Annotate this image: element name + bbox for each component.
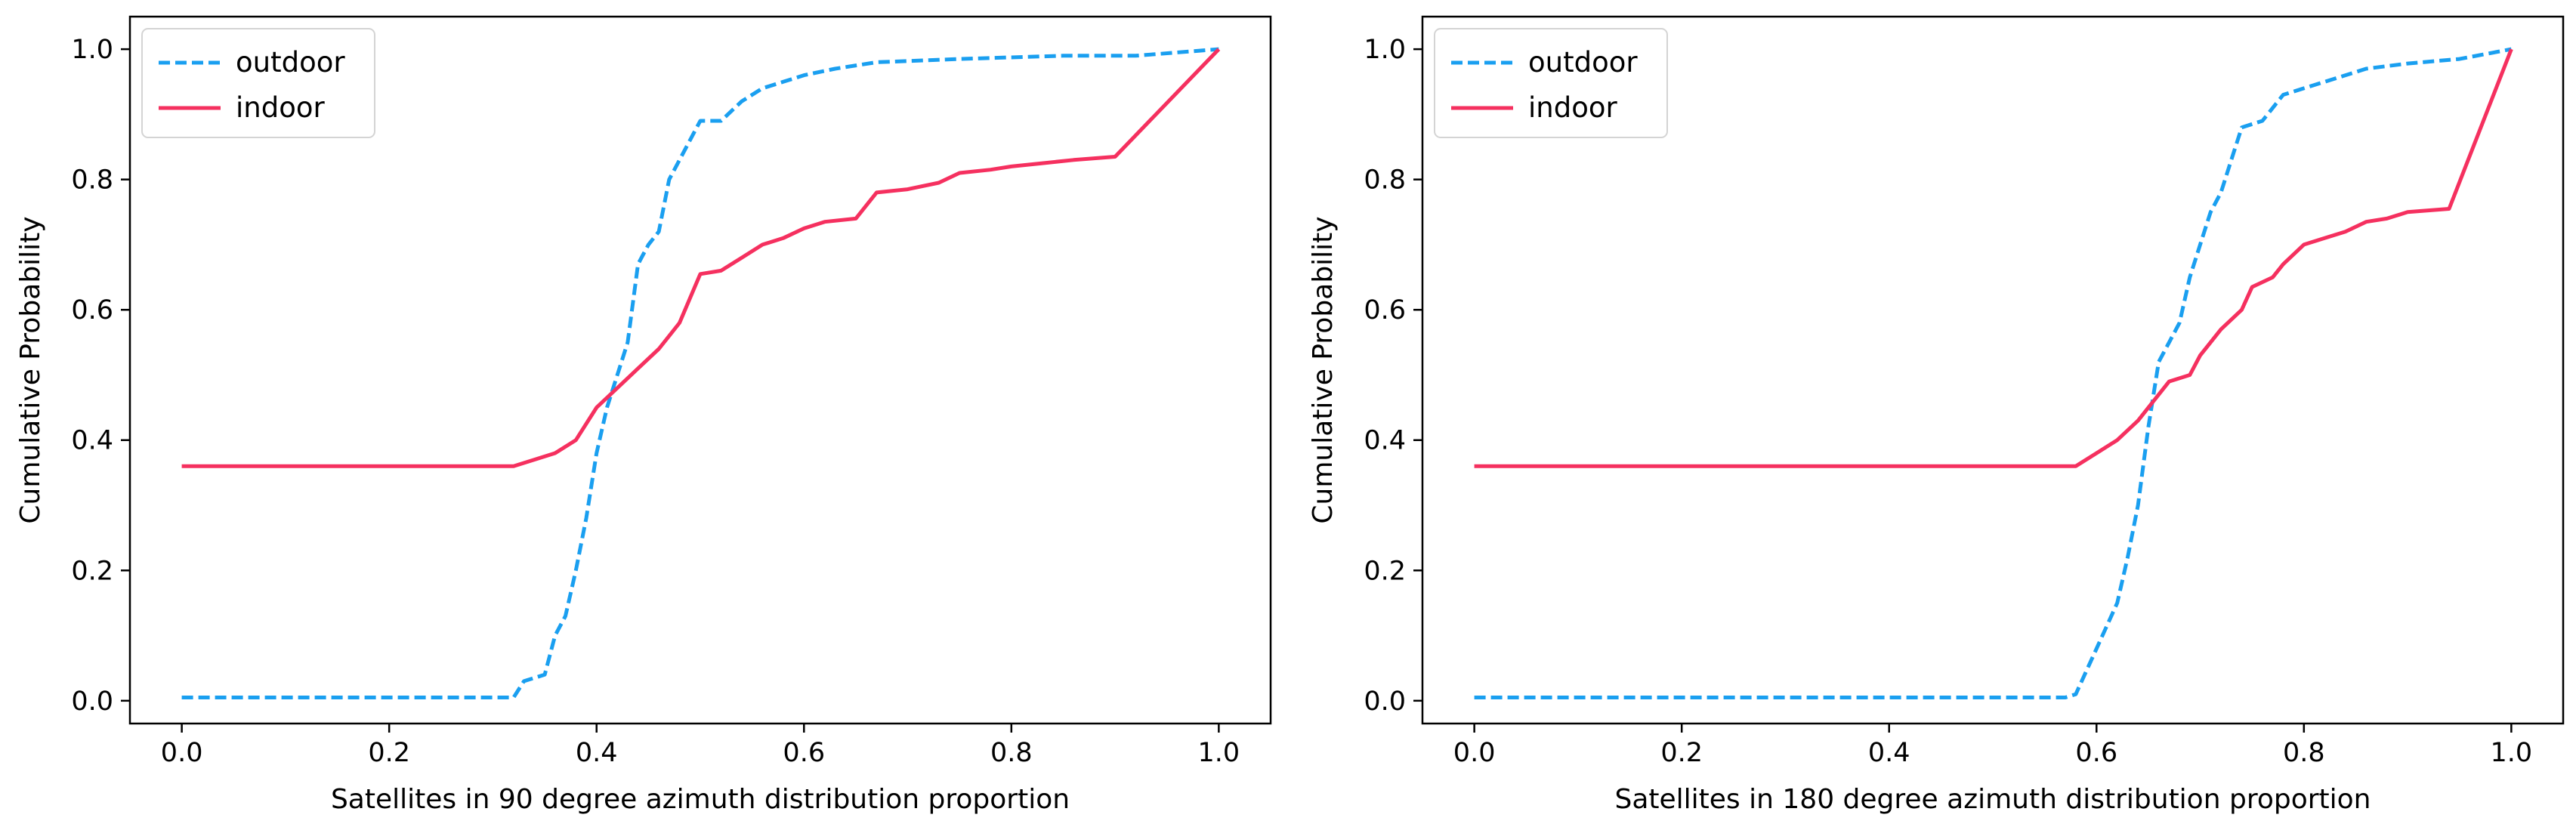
y-tick-label: 1.0 <box>71 35 113 65</box>
x-tick-label: 0.6 <box>2075 738 2117 768</box>
y-tick-label: 0.8 <box>71 165 113 196</box>
x-tick-label: 0.6 <box>783 738 825 768</box>
x-tick-label: 0.0 <box>1453 738 1496 768</box>
x-tick-label: 0.8 <box>990 738 1033 768</box>
y-tick-label: 0.4 <box>1364 426 1406 456</box>
series-line-outdoor <box>181 47 1219 699</box>
y-axis-label: Cumulative Probability <box>1308 216 1339 523</box>
x-tick-label: 1.0 <box>1198 738 1240 768</box>
x-tick-label: 0.2 <box>368 738 410 768</box>
y-tick-label: 0.2 <box>71 556 113 586</box>
y-tick-label: 0.2 <box>1364 556 1406 586</box>
x-tick-label: 0.2 <box>1660 738 1703 768</box>
chart-90-degree: 0.0 0.2 0.4 0.6 0.8 1.0 0.0 0.2 0.4 0.6 0.8 1.0 Sate… <box>15 15 1272 815</box>
legend-label-outdoor: outdoor <box>236 46 345 79</box>
chart-180-degree: 0.0 0.2 0.4 0.6 0.8 1.0 0.0 0.2 0.4 0.6 0.8 1.0 Sate… <box>1308 15 2565 815</box>
legend-box <box>1434 28 1668 138</box>
series-line-indoor <box>1474 48 2513 468</box>
axes-frame <box>128 15 1272 725</box>
legend-label-indoor: indoor <box>236 91 325 124</box>
x-tick-label: 0.4 <box>1868 738 1910 768</box>
x-tick-label: 0.4 <box>576 738 618 768</box>
y-tick-label: 1.0 <box>1364 35 1406 65</box>
series-line-outdoor <box>1474 47 2512 699</box>
x-axis-label: Satellites in 180 degree azimuth distrib… <box>1614 784 2371 815</box>
y-tick-label: 0.0 <box>71 687 113 717</box>
legend-label-indoor: indoor <box>1528 91 1617 124</box>
y-tick-label: 0.8 <box>1364 165 1406 196</box>
axes-frame <box>1421 15 2565 725</box>
y-tick-label: 0.6 <box>71 295 113 326</box>
y-axis-label: Cumulative Probability <box>15 216 46 523</box>
legend-label-outdoor: outdoor <box>1528 46 1638 79</box>
y-tick-label: 0.4 <box>71 426 113 456</box>
y-tick-label: 0.6 <box>1364 295 1406 326</box>
series-line-indoor <box>181 48 1221 468</box>
legend-box <box>141 28 375 138</box>
x-axis-label: Satellites in 90 degree azimuth distribu… <box>331 784 1070 815</box>
x-tick-label: 0.8 <box>2283 738 2325 768</box>
x-tick-label: 0.0 <box>161 738 203 768</box>
x-tick-label: 1.0 <box>2491 738 2533 768</box>
y-tick-label: 0.0 <box>1364 687 1406 717</box>
